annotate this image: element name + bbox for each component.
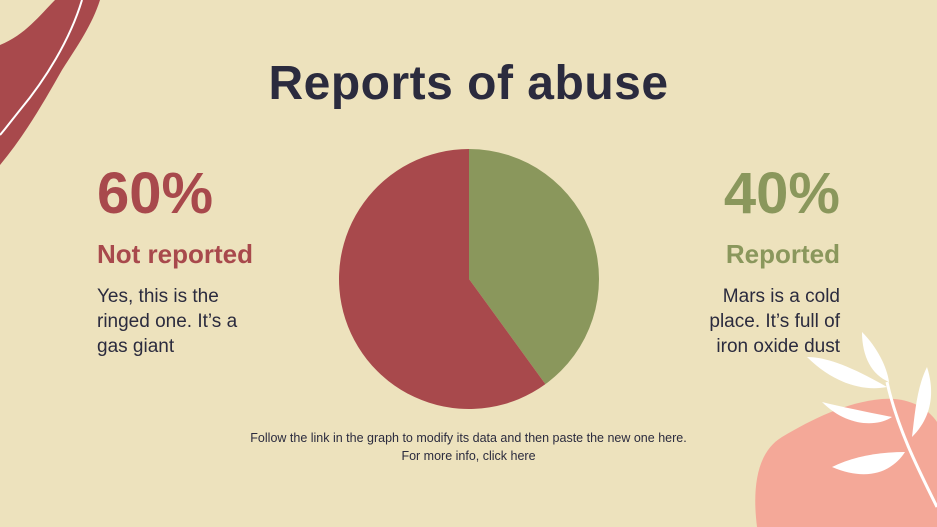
description-line: Mars is a cold <box>722 286 840 307</box>
red-leaf-decoration <box>0 0 100 165</box>
footer-instruction: Follow the link in the graph to modify i… <box>250 431 687 445</box>
pie-slice-not-reported[interactable] <box>338 149 546 410</box>
not-reported-label: Not reported <box>97 239 253 269</box>
description-line: gas giant <box>97 336 175 357</box>
reported-percent: 40% <box>723 161 840 226</box>
more-info-link[interactable]: For more info, click here <box>401 449 536 463</box>
not-reported-percent: 60% <box>97 161 214 226</box>
pink-leaves-decoration <box>755 332 937 527</box>
pie-slice-reported[interactable] <box>469 149 599 385</box>
reported-stat: 40% Reported Mars is a cold place. It’s … <box>640 162 840 359</box>
pie-chart[interactable] <box>338 148 600 410</box>
not-reported-description: Yes, this is the ringed one. It’s a gas … <box>97 284 297 359</box>
reported-label: Reported <box>725 239 840 269</box>
reported-description: Mars is a cold place. It’s full of iron … <box>640 284 840 359</box>
not-reported-stat: 60% Not reported Yes, this is the ringed… <box>97 162 297 359</box>
footer-note: Follow the link in the graph to modify i… <box>0 429 937 465</box>
description-line: Yes, this is the <box>97 286 219 307</box>
description-line: ringed one. It’s a <box>97 311 238 332</box>
slide-title: Reports of abuse <box>268 57 669 110</box>
description-line: iron oxide dust <box>716 336 840 357</box>
description-line: place. It’s full of <box>709 311 840 332</box>
